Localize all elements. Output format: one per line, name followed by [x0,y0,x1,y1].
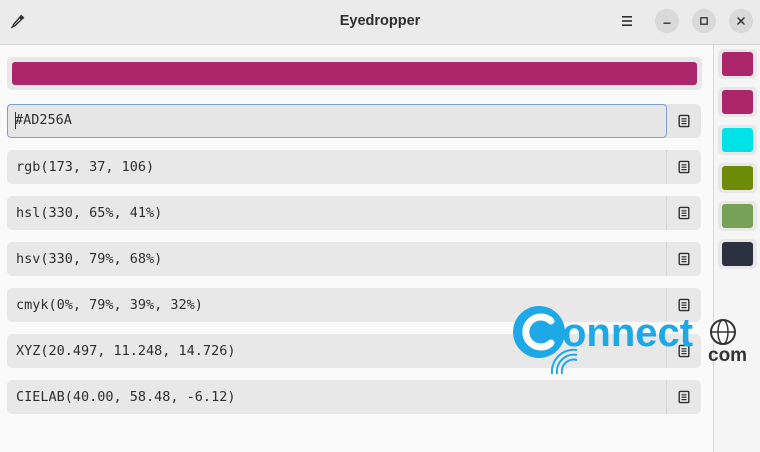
close-button[interactable] [729,9,753,33]
main-menu-button[interactable] [614,8,640,34]
cmyk-value[interactable]: cmyk(0%, 79%, 39%, 32%) [7,288,667,322]
main-panel: #AD256A rgb(173, 37, 106) hsl(330, 65%, … [0,45,713,452]
history-item[interactable] [718,163,757,193]
color-history-sidebar [713,45,760,452]
minimize-icon [663,22,671,24]
history-swatch [722,204,753,228]
rgb-value[interactable]: rgb(173, 37, 106) [7,150,667,184]
xyz-value[interactable]: XYZ(20.497, 11.248, 14.726) [7,334,667,368]
format-row-hex: #AD256A [7,104,701,138]
text-caret [15,112,16,129]
copy-icon [678,206,690,220]
header-bar: Eyedropper [0,0,760,45]
copy-icon [678,390,690,404]
hamburger-menu-icon [622,16,632,26]
watermark-brand: onnect [562,311,693,355]
watermark-domain: com [708,345,747,366]
history-item[interactable] [718,201,757,231]
format-row-xyz: XYZ(20.497, 11.248, 14.726) [7,334,701,368]
history-swatch [722,242,753,266]
history-swatch [722,166,753,190]
format-row-rgb: rgb(173, 37, 106) [7,150,701,184]
pick-color-button[interactable] [6,9,30,33]
format-row-cmyk: cmyk(0%, 79%, 39%, 32%) [7,288,701,322]
copy-rgb-button[interactable] [667,150,701,184]
maximize-button[interactable] [692,9,716,33]
copy-icon [678,298,690,312]
format-row-hsv: hsv(330, 79%, 68%) [7,242,701,276]
copy-hsv-button[interactable] [667,242,701,276]
format-row-cielab: CIELAB(40.00, 58.48, -6.12) [7,380,701,414]
copy-icon [678,344,690,358]
history-swatch [722,128,753,152]
watermark-logo: onnect com [513,306,747,375]
history-swatch [722,52,753,76]
color-preview-bar [12,62,697,85]
history-item[interactable] [718,125,757,155]
maximize-icon [700,17,708,25]
copy-cmyk-button[interactable] [667,288,701,322]
copy-xyz-button[interactable] [667,334,701,368]
hsv-value[interactable]: hsv(330, 79%, 68%) [7,242,667,276]
minimize-button[interactable] [655,9,679,33]
hsl-value[interactable]: hsl(330, 65%, 41%) [7,196,667,230]
cielab-value[interactable]: CIELAB(40.00, 58.48, -6.12) [7,380,667,414]
history-item[interactable] [718,87,757,117]
copy-cielab-button[interactable] [667,380,701,414]
current-color-swatch [7,57,702,90]
copy-icon [678,114,690,128]
copy-icon [678,160,690,174]
history-swatch [722,90,753,114]
history-item[interactable] [718,49,757,79]
format-row-hsl: hsl(330, 65%, 41%) [7,196,701,230]
hex-input[interactable]: #AD256A [7,104,667,138]
history-item[interactable] [718,239,757,269]
copy-hsl-button[interactable] [667,196,701,230]
eyedropper-icon [11,14,25,29]
copy-icon [678,252,690,266]
close-icon [737,17,745,25]
window-title: Eyedropper [339,13,421,29]
copy-hex-button[interactable] [667,104,701,138]
